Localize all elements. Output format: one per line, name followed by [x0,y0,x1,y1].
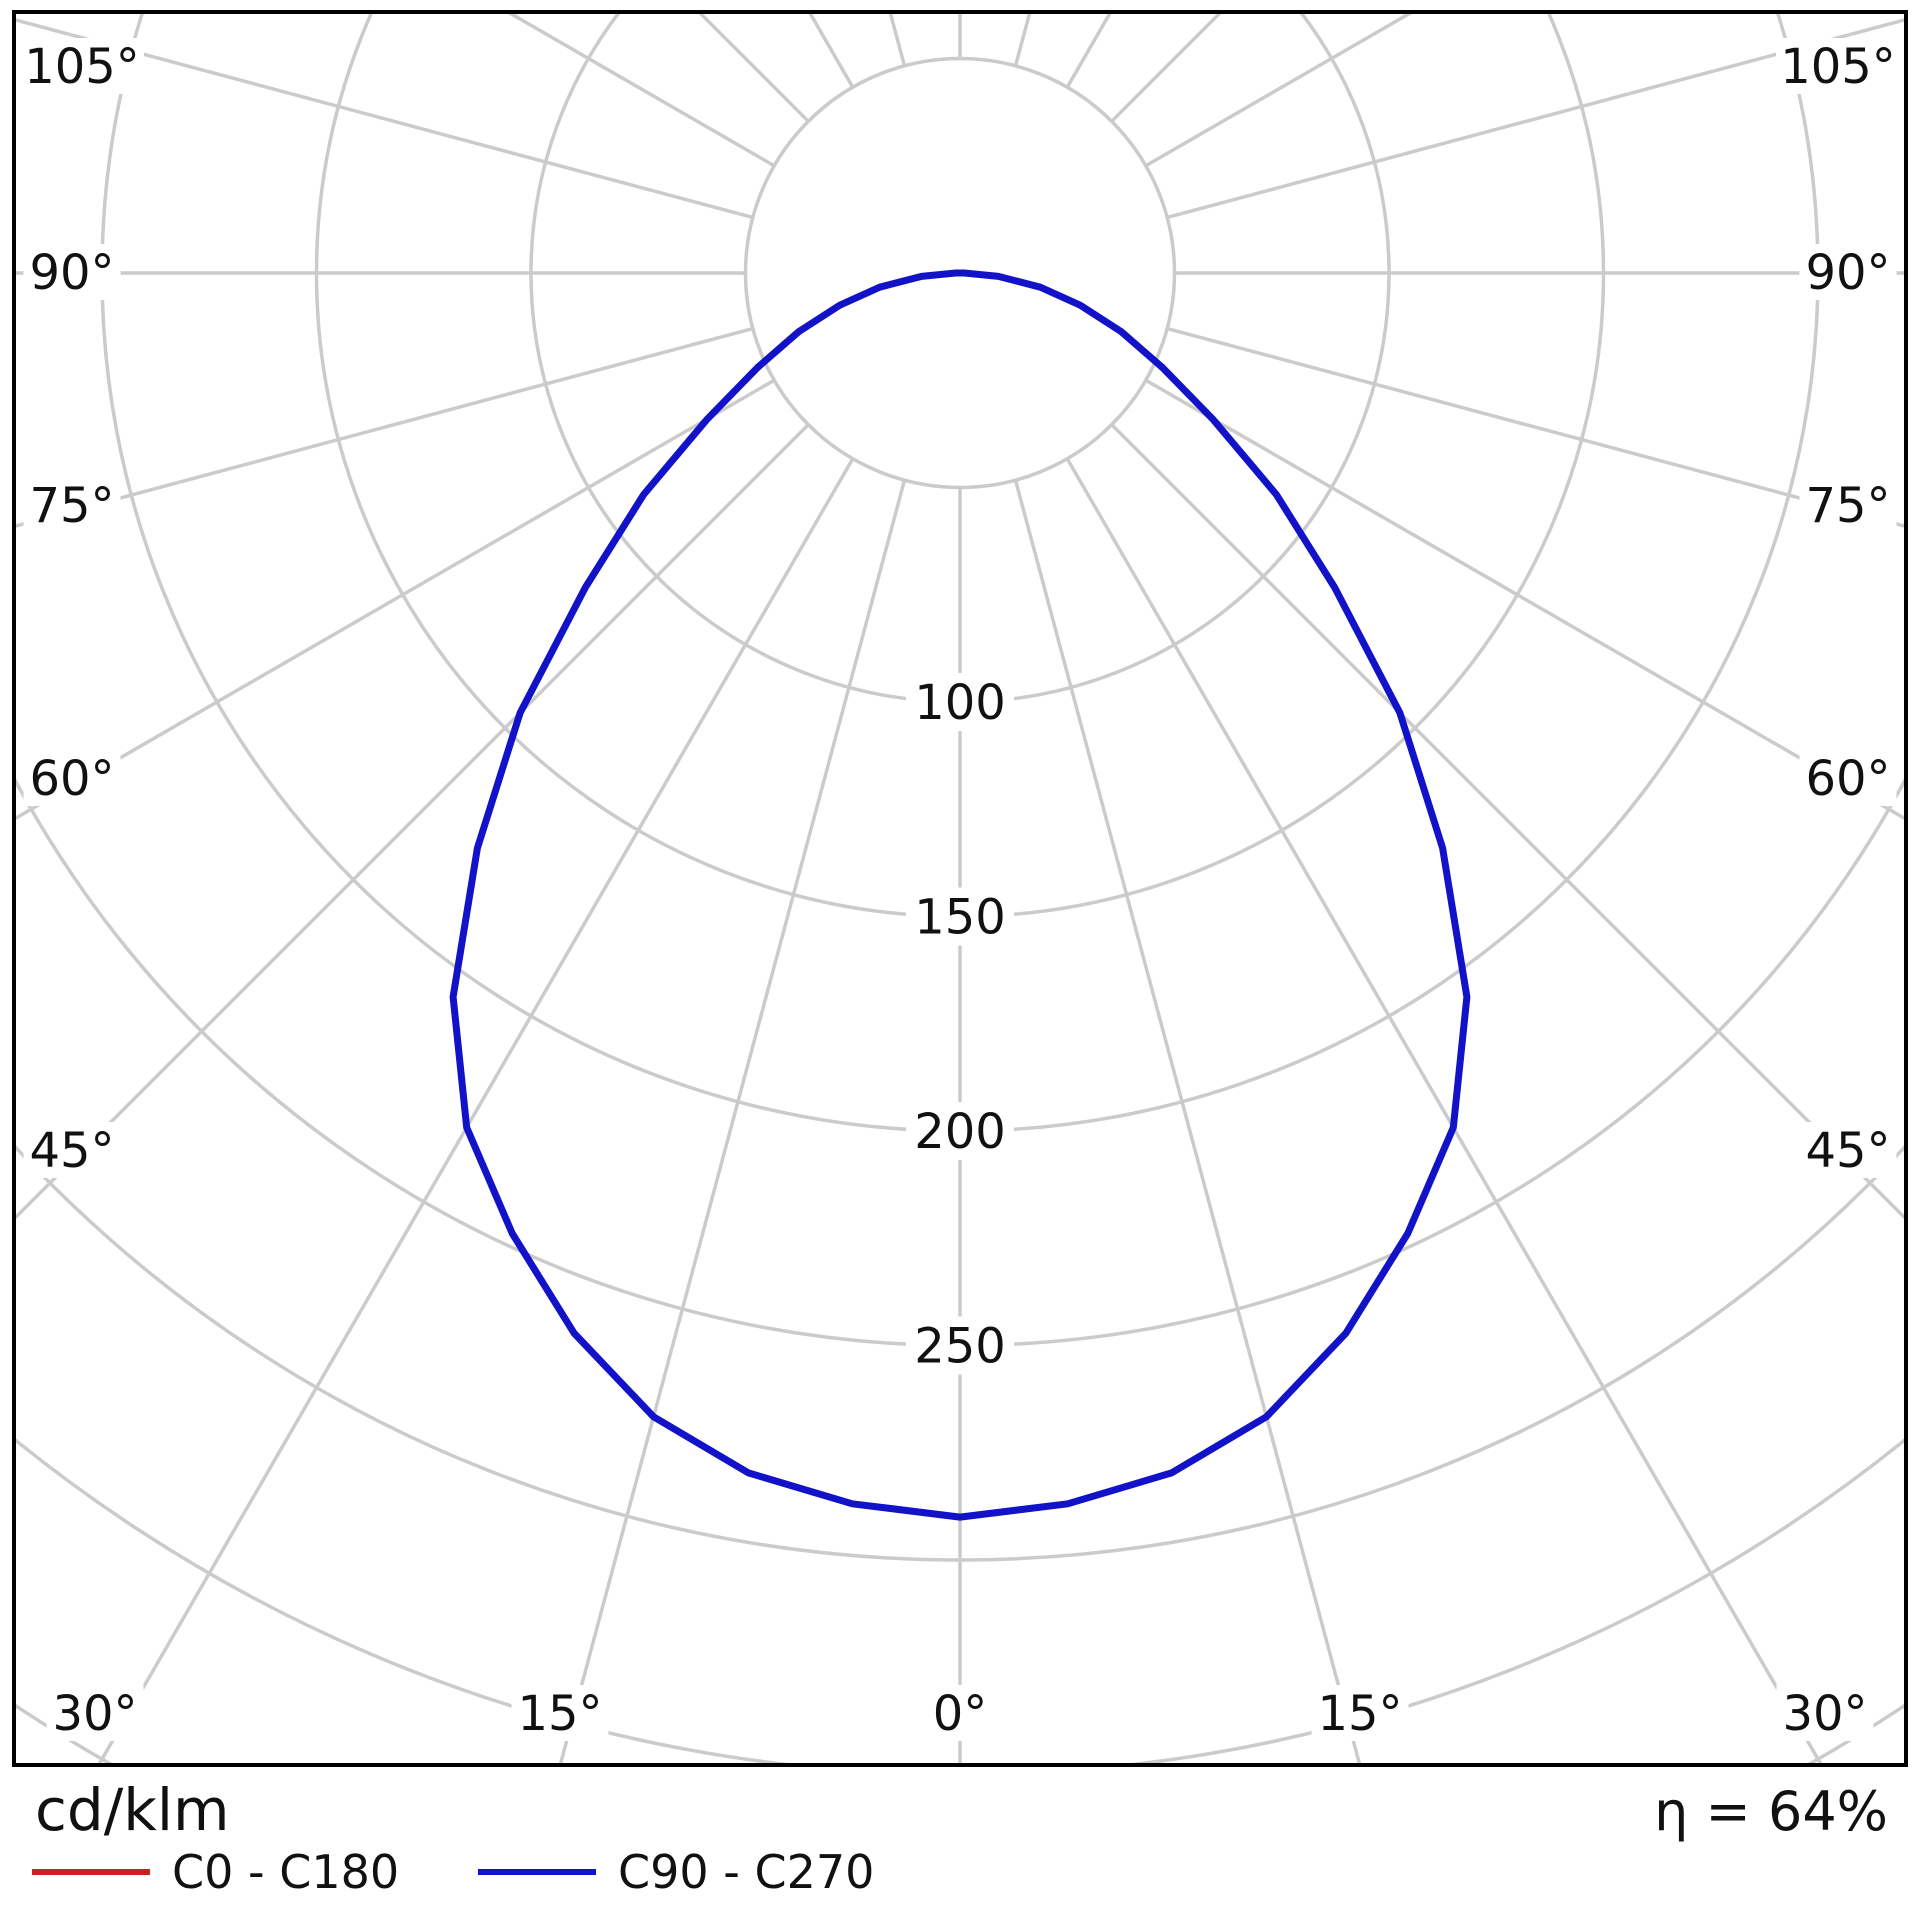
radial-line-105 [1166,18,1904,220]
ring-label-200: 200 [914,1104,1006,1160]
angle-label-left-105: 105° [24,39,140,95]
legend-label-1: C90 - C270 [618,1845,874,1899]
ring-label-150: 150 [914,889,1006,945]
radial-line-75 [1166,326,1904,528]
radial-line-60 [1144,378,1904,821]
angle-label-left-90-box [23,244,121,300]
angle-label-right-60-box [1799,750,1897,806]
efficiency-label: η = 64% [1654,1780,1888,1843]
angle-label-right-75: 75° [1805,478,1890,534]
radial-line-45 [1110,423,1904,1220]
radial-line-330 [97,457,855,1763]
angle-label-left-45: 45° [29,1123,114,1179]
legend-item-0: C0 - C180 [32,1845,399,1899]
angle-label-bottom-0: 0° [933,1686,988,1742]
angle-label-left-90: 90° [29,245,114,301]
radial-line-255 [16,18,754,220]
unit-label: cd/klm [35,1776,229,1844]
angle-label-left-75-box [23,477,121,533]
angle-label-right-105: 105° [1780,39,1896,95]
angle-label-right-90: 90° [1805,245,1890,301]
radial-line-300 [16,378,776,821]
radial-line-30 [1065,457,1823,1763]
angle-label-left-45-box [23,1122,121,1178]
ring-label-box-200 [906,1102,1014,1160]
angle-label-bottom-left-30: 30° [52,1686,137,1742]
ring-label-box-100 [906,673,1014,731]
angle-label-right-75-box [1799,477,1897,533]
angle-label-right-105-box [1776,38,1900,94]
angle-label-left-75: 75° [29,478,114,534]
radial-line-315 [16,423,810,1220]
angle-label-right-45-box [1799,1122,1897,1178]
angle-label-left-105-box [20,38,144,94]
curve-c90-c270 [449,269,1471,1521]
legend: C0 - C180 C90 - C270 [32,1845,874,1899]
angle-label-left-60: 60° [29,751,114,807]
angle-label-bottom-right-15: 15° [1317,1686,1402,1742]
ring-label-box-150 [906,887,1014,946]
radial-line-15 [1013,479,1362,1763]
ring-label-box-250 [906,1316,1014,1375]
angle-label-bottom-right-30-box [1776,1685,1874,1741]
legend-item-1: C90 - C270 [478,1845,874,1899]
ring-label-100: 100 [914,675,1006,731]
angle-label-bottom-right-30: 30° [1782,1686,1867,1742]
angle-label-bottom-left-30-box [46,1685,144,1741]
angle-label-bottom-left-15-box [511,1685,609,1741]
angle-label-right-45: 45° [1805,1123,1890,1179]
angle-label-right-90-box [1799,244,1897,300]
angle-label-bottom-left-15: 15° [517,1686,602,1742]
legend-label-0: C0 - C180 [172,1845,399,1899]
angle-label-bottom-0-box [925,1685,995,1741]
angle-label-bottom-right-15-box [1311,1685,1409,1741]
plot-border [12,10,1908,1767]
radial-line-285 [16,326,754,528]
radial-line-345 [558,479,907,1763]
ring-label-250: 250 [914,1318,1006,1374]
angle-label-right-60: 60° [1805,751,1890,807]
angle-label-left-60-box [23,750,121,806]
